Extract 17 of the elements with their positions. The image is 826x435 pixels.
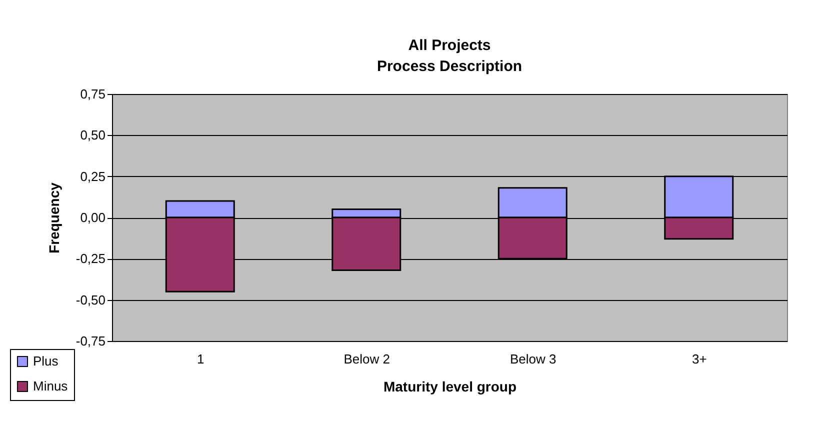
y-tick-label: 0,75 [80, 86, 106, 102]
chart-subtitle: Process Description [376, 58, 522, 75]
x-tick-label: 3+ [692, 352, 707, 366]
y-axis-title: Frequency [46, 182, 62, 254]
x-tick-label: Below 2 [344, 352, 390, 366]
y-tick-label: -0,50 [76, 292, 106, 308]
y-tick-label: 0,50 [80, 128, 106, 143]
y-tick-label: -0,25 [76, 251, 106, 266]
chart-title: All Projects [408, 37, 491, 54]
y-tick-label: 0,00 [80, 210, 106, 225]
x-tick-label: 1 [197, 352, 204, 366]
legend-label: Plus [33, 354, 59, 368]
legend-label: Minus [33, 378, 68, 394]
y-tick-label: -0,75 [76, 334, 106, 348]
x-axis-title: Maturity level group [383, 378, 517, 394]
x-tick-label: Below 3 [510, 352, 556, 366]
y-tick-label: 0,25 [80, 168, 106, 184]
